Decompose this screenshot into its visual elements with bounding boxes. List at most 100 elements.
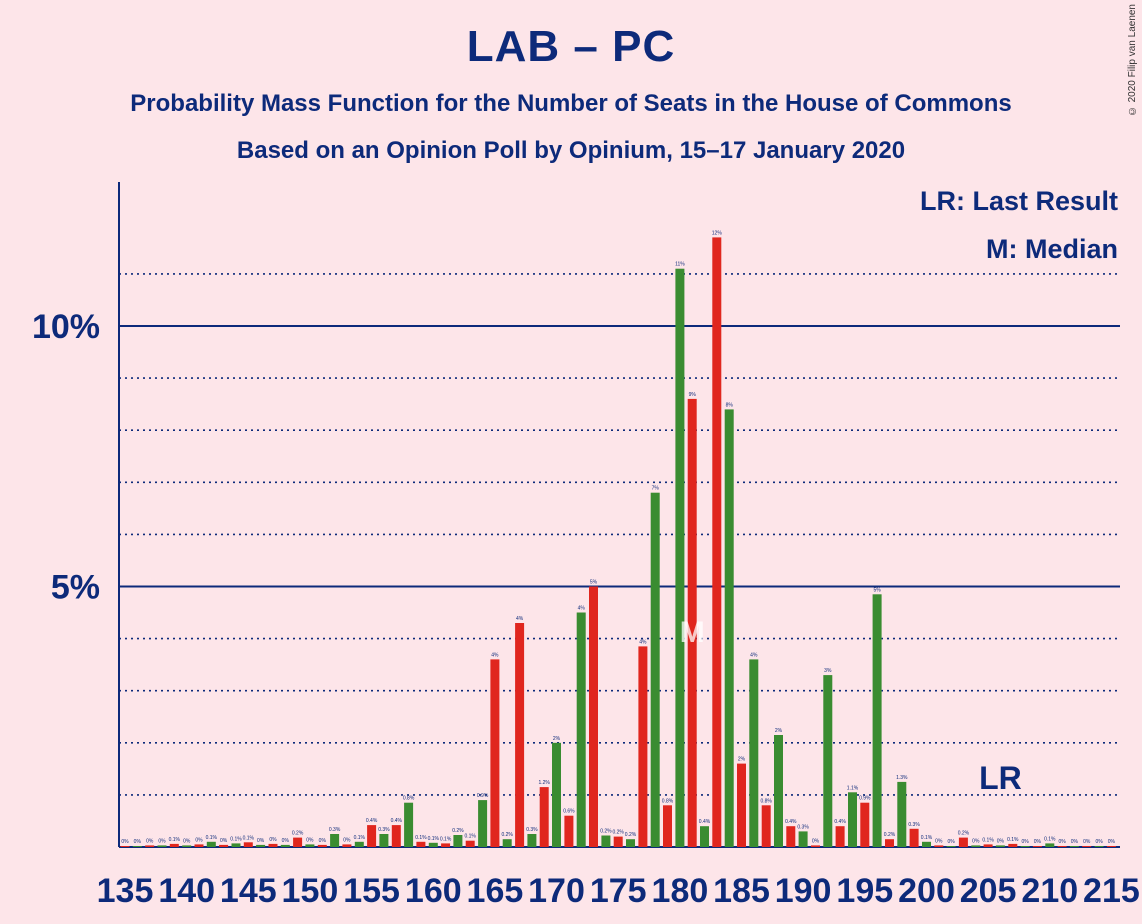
bar [663, 805, 672, 847]
bar [1008, 843, 1018, 847]
bar [293, 837, 303, 847]
data-label: 11% [675, 262, 685, 268]
data-label: 0.9% [477, 793, 489, 799]
bar [256, 844, 266, 847]
data-label: 0.8% [662, 798, 674, 804]
bar [391, 825, 401, 847]
bar [872, 594, 882, 847]
bar [946, 846, 956, 847]
x-tick-label: 185 [713, 872, 770, 910]
x-tick-label: 190 [775, 872, 832, 910]
x-tick-label: 140 [158, 872, 215, 910]
data-label: 0% [343, 837, 351, 843]
bar [354, 841, 364, 847]
bar [897, 781, 907, 847]
bar [749, 659, 759, 847]
bar [650, 492, 660, 847]
x-tick-label: 210 [1021, 872, 1078, 910]
bar [958, 837, 968, 847]
data-label: 0% [158, 838, 166, 844]
data-label: 0% [195, 837, 203, 843]
bar [983, 844, 993, 847]
data-label: 2% [738, 757, 746, 763]
bar [613, 836, 623, 847]
x-tick-label: 155 [343, 872, 400, 910]
bar [342, 844, 352, 847]
data-label: 0.4% [699, 819, 711, 825]
data-label: 0.2% [958, 831, 970, 837]
data-label: 0% [269, 837, 277, 843]
bar [835, 826, 845, 847]
legend-last-result: LR: Last Result [920, 186, 1118, 216]
bar [120, 846, 130, 847]
data-label: 0.1% [440, 836, 452, 842]
data-label: 0.1% [206, 835, 218, 841]
bar [675, 268, 685, 847]
x-tick-label: 175 [590, 872, 647, 910]
data-label: 0.4% [785, 819, 797, 825]
bar [416, 841, 426, 847]
bar [367, 825, 377, 847]
bar [1106, 846, 1116, 847]
bar [132, 846, 142, 847]
data-label: 0.1% [230, 836, 242, 842]
bar [885, 839, 894, 847]
data-label: 5% [873, 587, 881, 593]
data-label: 0.1% [354, 835, 366, 841]
bar [1020, 846, 1030, 847]
data-label: 0.1% [982, 837, 994, 843]
bar [564, 815, 574, 847]
data-label: 0.6% [563, 809, 575, 815]
bar [1082, 846, 1092, 847]
data-label: 0% [121, 839, 129, 845]
data-label: 0% [319, 838, 327, 844]
bar [404, 802, 414, 847]
data-label: 0% [1095, 839, 1103, 845]
data-label: 4% [578, 606, 586, 612]
data-label: 0.2% [612, 830, 624, 836]
data-label: 1.2% [538, 780, 550, 786]
bar [860, 802, 870, 847]
median-marker: M [680, 616, 705, 649]
bar [700, 826, 709, 847]
bar [157, 845, 167, 847]
bar [515, 623, 525, 847]
chart-subtitle: Probability Mass Function for the Number… [130, 90, 1012, 117]
data-label: 0.1% [169, 837, 181, 843]
data-label: 0.8% [760, 798, 772, 804]
data-label: 0.1% [428, 836, 440, 842]
data-label: 0% [1108, 839, 1116, 845]
bar [811, 845, 820, 847]
x-tick-label: 150 [282, 872, 339, 910]
data-label: 0% [947, 839, 955, 845]
bar [786, 826, 796, 847]
data-label: 0.2% [600, 829, 612, 835]
data-label: 0% [812, 838, 820, 844]
bar [182, 845, 192, 847]
data-label: 0% [1034, 839, 1042, 845]
bar [243, 842, 253, 847]
data-label: 0% [935, 838, 943, 844]
data-label: 0.1% [1044, 836, 1056, 842]
data-label: 4% [491, 652, 499, 658]
bar [995, 845, 1005, 847]
data-label: 0% [1058, 839, 1066, 845]
x-tick-label: 205 [960, 872, 1017, 910]
bar [219, 844, 229, 847]
data-label: 0% [257, 838, 265, 844]
bar [687, 398, 697, 847]
bar [761, 805, 771, 847]
data-label: 0.3% [797, 824, 809, 830]
data-label: 0% [1083, 839, 1091, 845]
data-label: 4% [750, 652, 758, 658]
data-label: 0% [220, 838, 228, 844]
data-label: 9% [689, 392, 697, 398]
bar [478, 800, 488, 847]
data-label: 2% [775, 728, 783, 734]
y-tick-label: 10% [32, 308, 100, 346]
data-label: 0% [134, 839, 142, 845]
bar [317, 844, 327, 847]
data-label: 5% [590, 580, 598, 586]
data-label: 0% [183, 838, 191, 844]
bar [231, 843, 241, 847]
